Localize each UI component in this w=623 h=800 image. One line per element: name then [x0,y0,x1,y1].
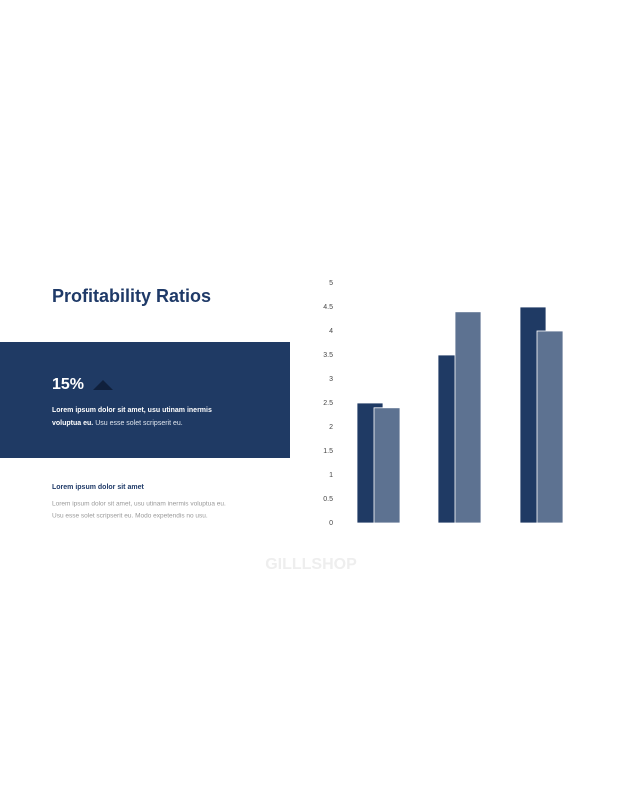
up-arrow [93,380,113,390]
note-line: Lorem ipsum dolor sit amet, usu utinam i… [52,501,226,508]
y-tick-label: 0.5 [323,496,333,503]
bar [454,311,482,524]
y-tick-label: 3 [329,376,333,383]
y-tick-label: 5 [329,280,333,287]
y-tick-label: 3.5 [323,352,333,359]
y-tick-label: 1 [329,472,333,479]
y-tick-label: 2.5 [323,400,333,407]
highlight-bold: voluptua eu. [52,420,93,427]
y-tick-label: 0 [329,520,333,527]
y-tick-label: 4.5 [323,304,333,311]
note-line: Usu esse solet scripserit eu. Modo expet… [52,513,208,520]
highlight-plain: Usu esse solet scripserit eu. [95,420,183,427]
y-tick-label: 2 [329,424,333,431]
highlight-box [0,342,290,458]
y-tick-label: 4 [329,328,333,335]
highlight-value: 15% [52,376,84,393]
bar [536,330,564,524]
bar [373,407,401,524]
title: Profitability Ratios [52,286,211,306]
y-tick-label: 1.5 [323,448,333,455]
highlight-text: Lorem ipsum dolor sit amet, usu utinam i… [52,407,212,414]
watermark: GILLLSHOP [265,556,357,573]
chart: 0 0.5 1 1.5 2 2.5 3 3.5 4 4.5 5 [323,280,564,527]
note-heading: Lorem ipsum dolor sit amet [52,484,144,491]
highlight-text: voluptua eu. Usu esse solet scripserit e… [52,420,183,427]
